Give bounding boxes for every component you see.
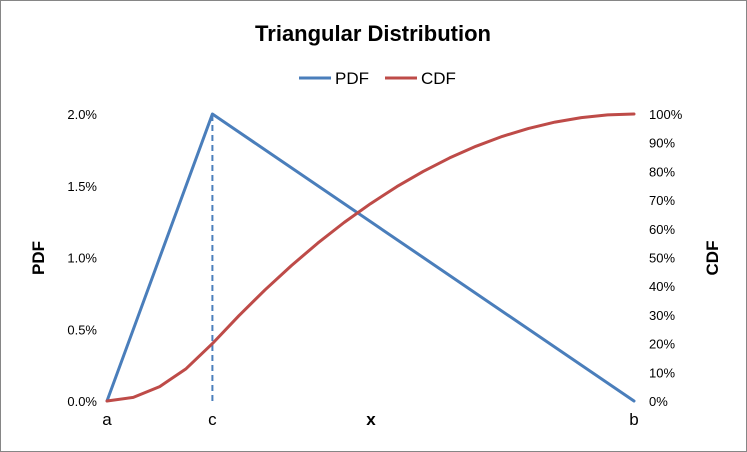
- left-tick-label: 2.0%: [67, 107, 97, 122]
- left-tick-label: 0.5%: [67, 322, 97, 337]
- right-tick-label: 50%: [649, 251, 675, 266]
- chart-title: Triangular Distribution: [255, 21, 491, 46]
- left-axis-ticks: 0.0% 0.5% 1.0% 1.5% 2.0%: [67, 107, 97, 409]
- left-tick-label: 0.0%: [67, 394, 97, 409]
- right-tick-label: 40%: [649, 279, 675, 294]
- left-tick-label: 1.5%: [67, 179, 97, 194]
- series-line-pdf: [105, 112, 636, 403]
- right-tick-label: 30%: [649, 308, 675, 323]
- right-tick-label: 10%: [649, 365, 675, 380]
- right-tick-label: 90%: [649, 136, 675, 151]
- right-tick-label: 20%: [649, 337, 675, 352]
- right-tick-label: 60%: [649, 222, 675, 237]
- x-tick-label: b: [629, 410, 638, 429]
- right-tick-label: 70%: [649, 193, 675, 208]
- left-tick-label: 1.0%: [67, 251, 97, 266]
- right-axis-ticks: 0% 10% 20% 30% 40% 50% 60% 70% 80% 90% 100%: [649, 107, 683, 409]
- y-axis-title-left: PDF: [29, 241, 48, 275]
- legend: PDF CDF: [299, 69, 456, 88]
- series-layer: [105, 112, 636, 403]
- right-tick-label: 100%: [649, 107, 683, 122]
- series-line-cdf: [105, 112, 636, 403]
- y-axis-title-right: CDF: [703, 241, 722, 276]
- right-tick-label: 0%: [649, 394, 668, 409]
- right-tick-label: 80%: [649, 164, 675, 179]
- legend-label-pdf: PDF: [335, 69, 369, 88]
- x-tick-label: c: [208, 410, 217, 429]
- legend-label-cdf: CDF: [421, 69, 456, 88]
- x-tick-label: a: [102, 410, 112, 429]
- x-axis-title: x: [366, 410, 376, 429]
